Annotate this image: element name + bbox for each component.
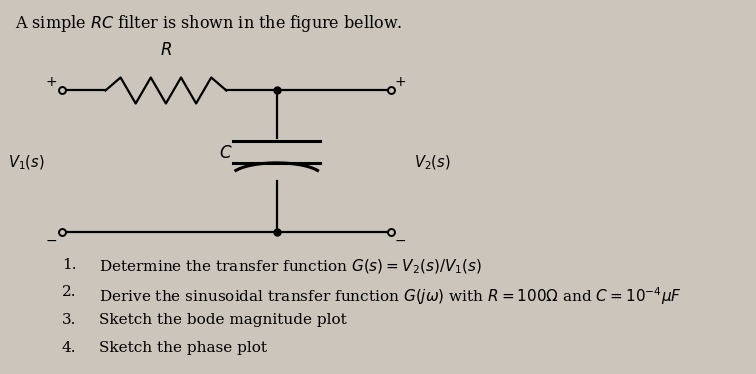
Text: 4.: 4. bbox=[62, 341, 76, 355]
Text: $V_2(s)$: $V_2(s)$ bbox=[414, 154, 451, 172]
Text: −: − bbox=[394, 233, 406, 248]
Text: A simple $RC$ filter is shown in the figure bellow.: A simple $RC$ filter is shown in the fig… bbox=[15, 12, 402, 34]
Text: $R$: $R$ bbox=[160, 42, 172, 59]
Text: −: − bbox=[45, 233, 57, 248]
Text: +: + bbox=[45, 75, 57, 89]
Text: $V_1(s)$: $V_1(s)$ bbox=[8, 154, 45, 172]
Text: Derive the sinusoidal transfer function $G(j\omega)$ with $R = 100\Omega$ and $C: Derive the sinusoidal transfer function … bbox=[99, 285, 681, 307]
Text: Sketch the phase plot: Sketch the phase plot bbox=[99, 341, 267, 355]
Text: 3.: 3. bbox=[62, 313, 76, 327]
Text: $C$: $C$ bbox=[219, 145, 233, 162]
Text: 1.: 1. bbox=[62, 258, 76, 272]
Text: Determine the transfer function $G(s) = V_2(s)/V_1(s)$: Determine the transfer function $G(s) = … bbox=[99, 258, 482, 276]
Text: +: + bbox=[394, 75, 406, 89]
Text: Sketch the bode magnitude plot: Sketch the bode magnitude plot bbox=[99, 313, 346, 327]
Text: 2.: 2. bbox=[62, 285, 76, 299]
